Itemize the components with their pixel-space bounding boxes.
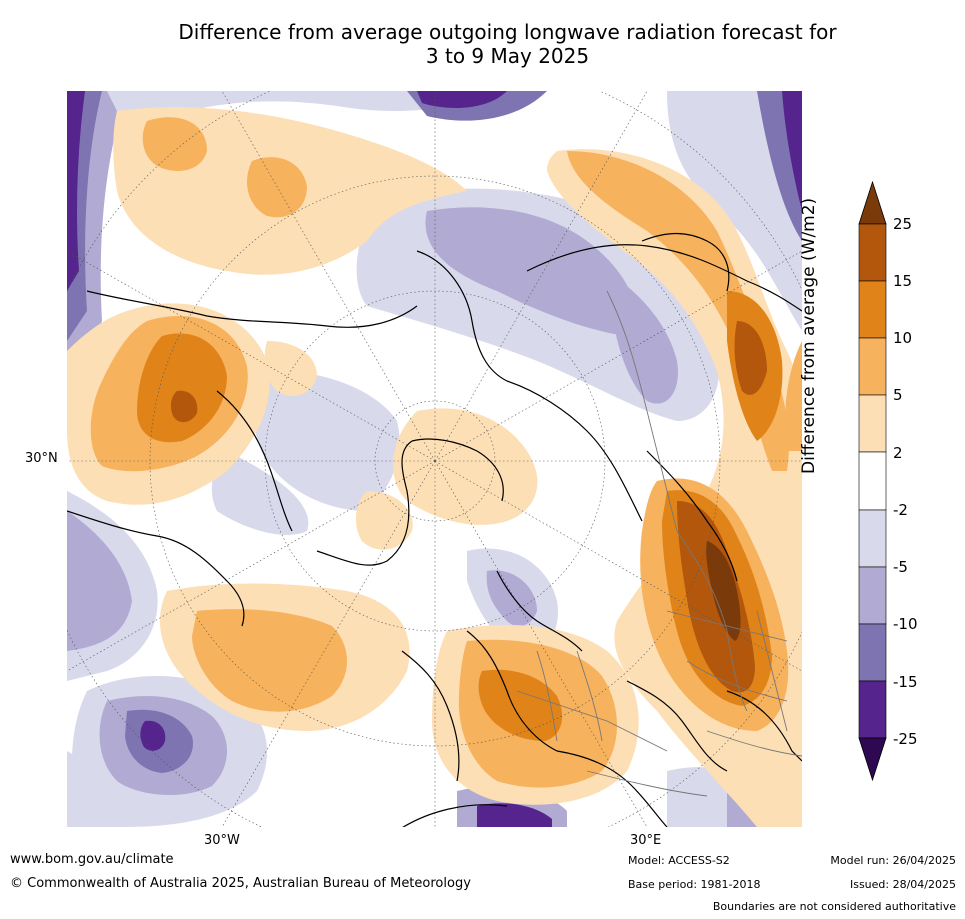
title-line-1: Difference from average outgoing longwav…	[178, 20, 837, 44]
map-title: Difference from average outgoing longwav…	[0, 20, 965, 68]
colorbar	[858, 180, 887, 782]
polar-map	[67, 91, 802, 827]
lat-label-30n: 30°N	[25, 451, 58, 466]
country-borders	[516, 290, 802, 797]
colorbar-tick: 5	[893, 386, 903, 404]
colorbar-tick: 2	[893, 444, 903, 462]
colorbar-bin-m5-m10	[858, 566, 887, 625]
colorbar-tick: 15	[893, 272, 913, 290]
colorbar-tick: -10	[893, 615, 918, 633]
lon-label-30e: 30°E	[630, 833, 662, 848]
base-period-text: Base period: 1981-2018	[628, 878, 761, 891]
model-run-text: Model run: 26/04/2025	[830, 854, 956, 867]
colorbar-bin-m10-m15	[858, 623, 887, 682]
model-text: Model: ACCESS-S2	[628, 854, 730, 867]
colorbar-tick: -2	[893, 501, 908, 519]
lon-label-30w: 30°W	[204, 833, 240, 848]
colorbar-bin-2-5	[858, 394, 887, 453]
title-line-2: 3 to 9 May 2025	[425, 44, 590, 68]
colorbar-bin-5-10	[858, 337, 887, 396]
copyright-text: © Commonwealth of Australia 2025, Austra…	[10, 876, 471, 891]
disclaimer-text: Boundaries are not considered authoritat…	[712, 900, 956, 913]
website-link[interactable]: www.bom.gov.au/climate	[10, 852, 174, 867]
coastlines	[67, 232, 802, 827]
issued-text: Issued: 28/04/2025	[849, 878, 956, 891]
colorbar-tick: 25	[893, 215, 913, 233]
colorbar-extend-bottom	[858, 737, 887, 782]
colorbar-bin-m15-m25	[858, 680, 887, 739]
colorbar-bin-15-25	[858, 223, 887, 282]
graticule	[67, 91, 802, 827]
positive-anomaly-fields	[67, 107, 802, 827]
colorbar-tick: 10	[893, 329, 913, 347]
colorbar-title: Difference from average (W/m2)	[798, 197, 819, 474]
map-canvas	[67, 91, 802, 827]
colorbar-tick: -15	[893, 673, 918, 691]
colorbar-bin-10-15	[858, 280, 887, 339]
colorbar-tick: -25	[893, 730, 918, 748]
colorbar-extend-top	[858, 180, 887, 225]
colorbar-bin-m2-m5	[858, 509, 887, 568]
colorbar-bin-neutral	[858, 451, 887, 511]
colorbar-tick: -5	[893, 558, 908, 576]
